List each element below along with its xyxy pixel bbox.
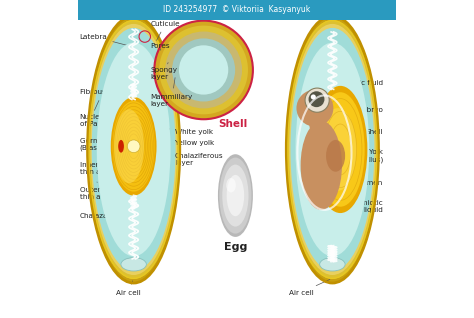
Ellipse shape — [291, 28, 374, 271]
Circle shape — [165, 31, 242, 108]
Ellipse shape — [316, 92, 365, 207]
Circle shape — [179, 45, 228, 94]
Text: Air cell: Air cell — [116, 281, 141, 295]
Text: Embryo: Embryo — [324, 107, 383, 116]
Ellipse shape — [295, 43, 369, 256]
Ellipse shape — [114, 109, 144, 183]
Text: ID 243254977  © Viktoriia  Kasyanyuk: ID 243254977 © Viktoriia Kasyanyuk — [164, 5, 310, 14]
Text: White yolk: White yolk — [157, 128, 213, 135]
Text: Albumen: Albumen — [351, 180, 383, 186]
Ellipse shape — [91, 28, 175, 271]
Ellipse shape — [288, 20, 377, 279]
Ellipse shape — [289, 24, 376, 275]
Ellipse shape — [319, 108, 356, 191]
Text: Cuticule: Cuticule — [151, 21, 180, 40]
Ellipse shape — [226, 178, 236, 192]
Ellipse shape — [310, 113, 320, 135]
Text: Amniotic
liquid: Amniotic liquid — [341, 198, 383, 213]
Ellipse shape — [97, 43, 171, 256]
Ellipse shape — [111, 97, 156, 196]
Circle shape — [309, 91, 324, 107]
Ellipse shape — [91, 24, 177, 275]
Text: Outer layer of
thin albumen: Outer layer of thin albumen — [80, 182, 130, 200]
Ellipse shape — [227, 175, 244, 216]
Text: Air cell: Air cell — [289, 280, 330, 295]
Ellipse shape — [121, 258, 146, 271]
Text: Pores: Pores — [151, 43, 170, 50]
Text: Allantoic fluid: Allantoic fluid — [334, 80, 383, 86]
Text: Mammillary
layer: Mammillary layer — [151, 78, 193, 107]
Text: Chalaziferous
layer: Chalaziferous layer — [158, 153, 224, 165]
Circle shape — [305, 88, 329, 112]
Ellipse shape — [118, 140, 124, 153]
Circle shape — [172, 38, 235, 101]
Text: Inner layer of
thin albumen: Inner layer of thin albumen — [80, 162, 128, 175]
Circle shape — [159, 25, 248, 114]
Text: Chalaza: Chalaza — [80, 200, 128, 219]
Ellipse shape — [219, 157, 252, 234]
Text: Shell: Shell — [218, 119, 247, 129]
Ellipse shape — [89, 20, 178, 279]
Ellipse shape — [319, 258, 345, 271]
Text: Spongy
layer: Spongy layer — [151, 63, 177, 80]
Text: Nucleus
of Pander: Nucleus of Pander — [80, 114, 114, 135]
Ellipse shape — [222, 165, 248, 226]
Ellipse shape — [218, 154, 253, 237]
Ellipse shape — [313, 86, 367, 213]
Circle shape — [311, 94, 316, 100]
Text: Fibrous layer: Fibrous layer — [80, 89, 126, 110]
Text: Latebra: Latebra — [80, 34, 131, 46]
Text: Egg: Egg — [224, 242, 247, 252]
Text: Shell: Shell — [365, 129, 383, 135]
Text: Yolk
(Vitellus): Yolk (Vitellus) — [351, 149, 383, 162]
Ellipse shape — [326, 140, 345, 172]
FancyBboxPatch shape — [78, 0, 396, 20]
Ellipse shape — [88, 16, 180, 283]
Text: Germinal disc
(Blastoderm): Germinal disc (Blastoderm) — [80, 138, 129, 151]
Ellipse shape — [301, 121, 342, 210]
Circle shape — [128, 140, 140, 153]
Circle shape — [155, 21, 253, 119]
Text: Yellow yolk: Yellow yolk — [159, 140, 214, 146]
Ellipse shape — [286, 16, 379, 283]
Circle shape — [296, 90, 333, 127]
Ellipse shape — [113, 101, 155, 192]
